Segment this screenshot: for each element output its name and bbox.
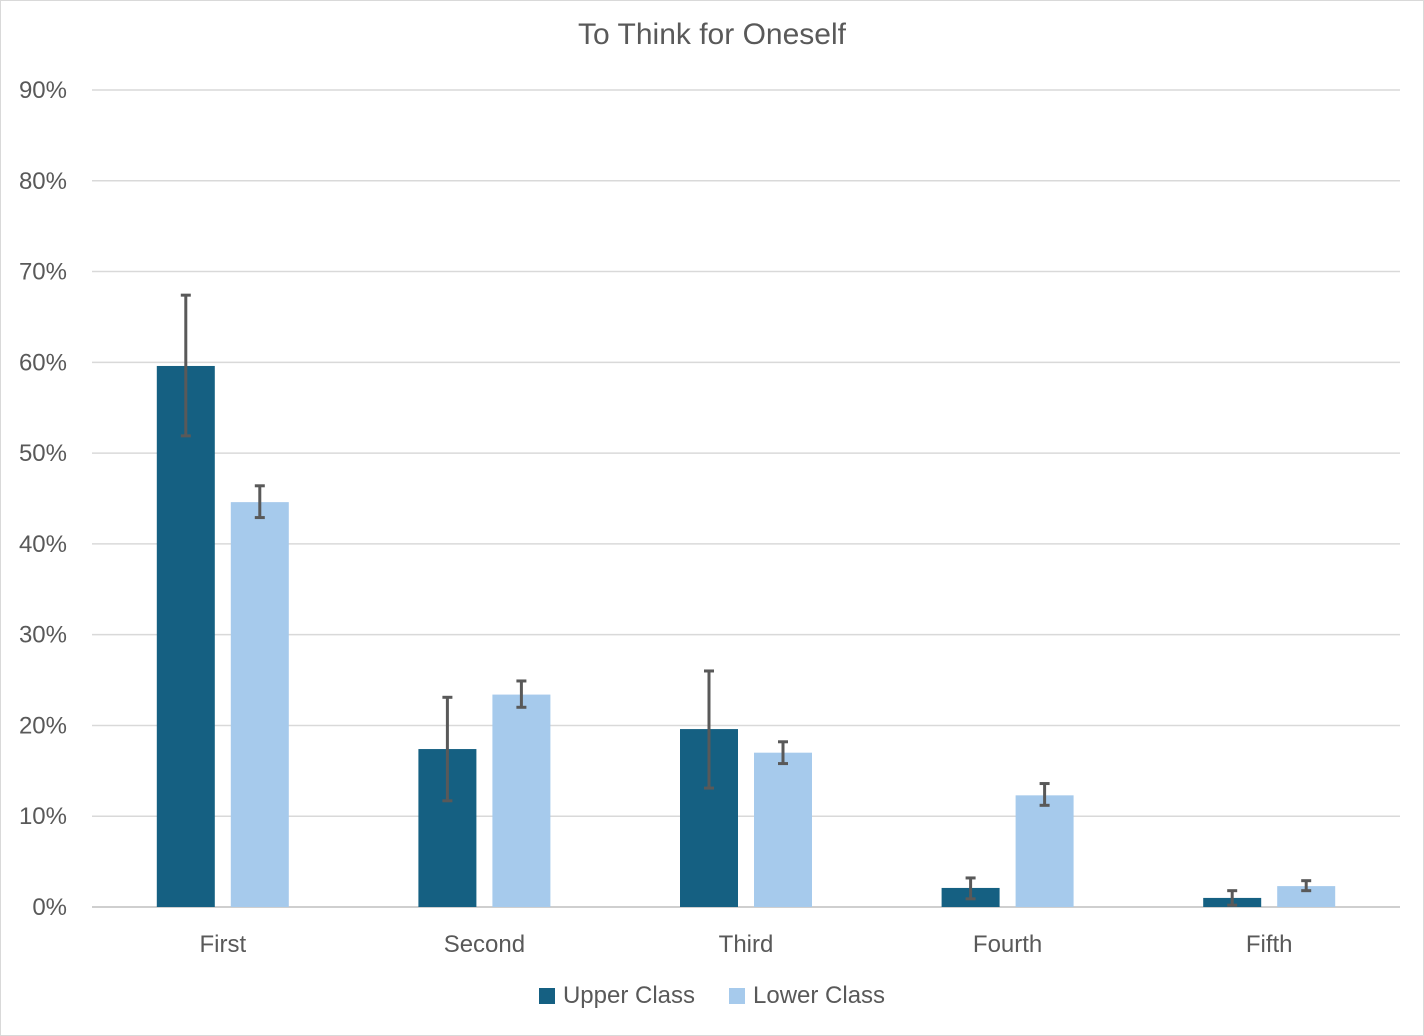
bar-lower-class-first <box>230 502 289 907</box>
error-bar-upper-class-third <box>704 669 714 790</box>
legend: Upper Class Lower Class <box>0 982 1424 1010</box>
error-bar-lower-class-fourth <box>1039 782 1050 807</box>
bar-lower-class-fourth <box>1015 795 1074 907</box>
error-bar-upper-class-first <box>180 293 191 438</box>
error-bar-lower-class-second <box>516 679 527 709</box>
error-bar-upper-class-second <box>442 695 453 803</box>
error-bar-lower-class-fifth <box>1301 879 1312 893</box>
error-bar-lower-class-first <box>254 484 265 520</box>
x-tick-label-fourth: Fourth <box>973 931 1042 958</box>
y-tick-label: 50% <box>19 440 67 467</box>
x-tick-label-second: Second <box>444 931 525 958</box>
bar-lower-class-third <box>754 752 812 907</box>
y-tick-label: 80% <box>19 168 67 195</box>
chart-title: To Think for Oneself <box>578 18 846 51</box>
legend-item-upper-class: Upper Class <box>538 982 695 1010</box>
error-bar-upper-class-fourth <box>965 876 976 901</box>
legend-swatch-lower-class <box>729 988 745 1004</box>
y-tick-label: 60% <box>19 349 67 376</box>
x-tick-label-first: First <box>199 931 246 958</box>
bar-upper-class-first <box>156 365 215 907</box>
y-tick-label: 10% <box>19 803 67 830</box>
bar-lower-class-fifth <box>1277 886 1336 907</box>
y-tick-label: 0% <box>32 894 67 921</box>
bar-lower-class-second <box>492 694 551 907</box>
gridlines <box>92 89 1400 908</box>
bars <box>156 365 1336 907</box>
legend-label-lower-class: Lower Class <box>753 982 886 1009</box>
y-axis-ticks: 0% 10% 20% 30% 40% 50% 60% 70% 80% 90% <box>19 77 67 921</box>
y-tick-label: 70% <box>19 259 67 286</box>
legend-swatch-upper-class <box>538 988 555 1004</box>
error-bar-lower-class-third <box>778 740 788 766</box>
y-tick-label: 40% <box>19 531 67 558</box>
x-tick-label-fifth: Fifth <box>1246 931 1293 958</box>
y-tick-label: 30% <box>19 622 67 649</box>
y-tick-label: 20% <box>19 712 67 739</box>
x-tick-label-third: Third <box>719 931 774 958</box>
legend-item-lower-class: Lower Class <box>729 982 885 1010</box>
error-bar-upper-class-fifth <box>1227 889 1238 907</box>
y-tick-label: 90% <box>19 77 67 104</box>
x-axis-ticks: First Second Third Fourth Fifth <box>199 931 1292 958</box>
error-bars <box>180 293 1312 907</box>
legend-label-upper-class: Upper Class <box>562 982 695 1009</box>
